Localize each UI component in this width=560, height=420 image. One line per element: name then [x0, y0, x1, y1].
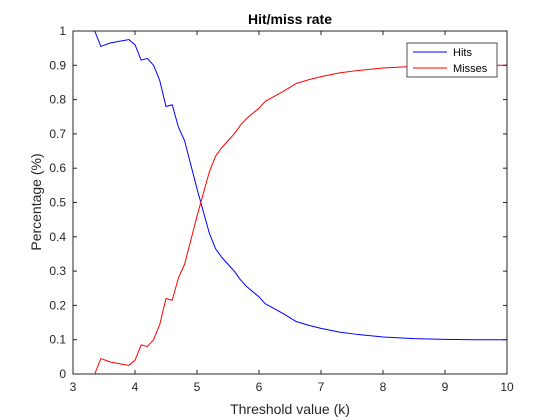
x-tick-label: 3 — [70, 380, 77, 394]
chart-title: Hit/miss rate — [248, 11, 332, 27]
x-tick-label: 7 — [318, 380, 325, 394]
axes-background — [73, 31, 507, 374]
y-tick-label: 0.9 — [49, 58, 66, 72]
y-tick-label: 0.5 — [49, 196, 66, 210]
series-line-hits — [73, 30, 507, 341]
y-tick-label: 0.1 — [49, 333, 66, 347]
y-tick-label: 0.3 — [49, 264, 66, 278]
legend-label-misses: Misses — [453, 63, 488, 75]
y-tick-label: 0.8 — [49, 93, 66, 107]
y-tick-label: 0.4 — [49, 230, 66, 244]
series-group — [73, 30, 507, 375]
x-axis-label: Threshold value (k) — [230, 401, 350, 417]
x-tick-label: 9 — [442, 380, 449, 394]
y-axis-label: Percentage (%) — [28, 153, 44, 250]
legend-box — [406, 42, 498, 78]
x-tick-label: 8 — [380, 380, 387, 394]
legend: Hits Misses — [406, 42, 498, 78]
x-tick-label: 10 — [500, 380, 514, 394]
x-tick-label: 4 — [132, 380, 139, 394]
y-tick-label: 0.7 — [49, 127, 66, 141]
x-tick-label: 5 — [194, 380, 201, 394]
series-line-misses — [73, 64, 507, 375]
y-tick-label: 1 — [59, 24, 66, 38]
y-tick-label: 0 — [59, 367, 66, 381]
y-tick-label: 0.6 — [49, 161, 66, 175]
x-tick-label: 6 — [256, 380, 263, 394]
y-tick-label: 0.2 — [49, 298, 66, 312]
tick-group: 3 4 5 6 7 8 9 10 0 0.1 0.2 0.3 0.4 0.5 0.6 0.7 0.8 0.9 1 — [49, 24, 514, 394]
legend-label-hits: Hits — [453, 47, 472, 59]
